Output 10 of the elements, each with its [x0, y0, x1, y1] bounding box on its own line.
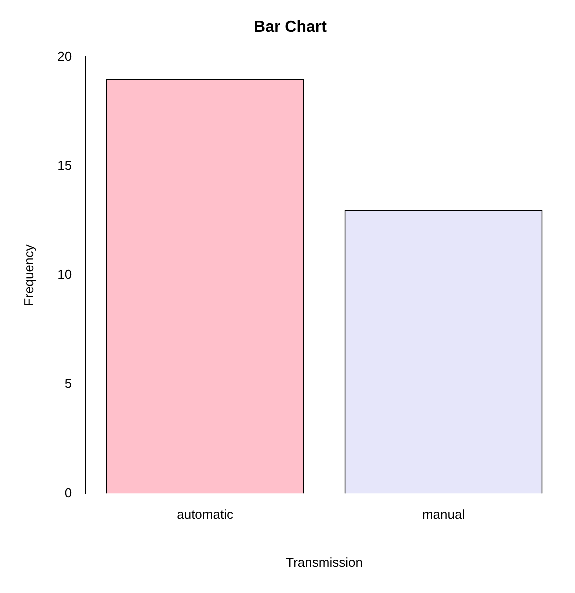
y-tick-label: 0	[64, 485, 72, 500]
y-axis-title: Frequency	[21, 244, 36, 306]
y-tick-label: 20	[58, 48, 72, 64]
chart-title: Bar Chart	[254, 19, 328, 36]
x-axis-title: Transmission	[286, 554, 363, 570]
y-tick-label: 15	[58, 158, 72, 173]
y-tick-label: 10	[58, 267, 72, 282]
x-tick-label: manual	[422, 507, 466, 522]
x-tick-label: automatic	[177, 507, 234, 522]
y-tick-label: 5	[64, 376, 72, 392]
